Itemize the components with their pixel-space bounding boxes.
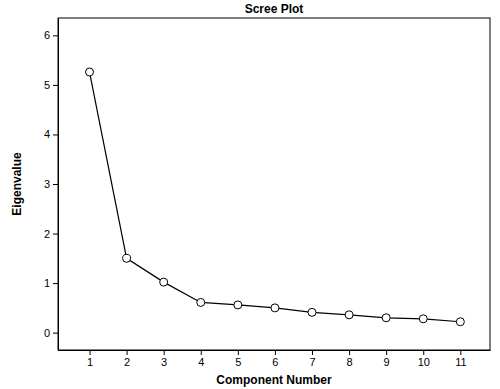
x-tick-mark bbox=[275, 350, 276, 355]
x-tick-mark bbox=[312, 350, 313, 355]
y-tick: 5 bbox=[44, 79, 58, 91]
data-point bbox=[271, 304, 279, 312]
y-tick: 0 bbox=[44, 327, 58, 339]
data-point bbox=[234, 301, 242, 309]
chart: 1 2 3 4 5 6 7 8 9 10 11 0 1 2 3 4 5 6 Scree Plot Component … bbox=[0, 0, 500, 389]
x-tick: 8 bbox=[347, 350, 353, 368]
plot-frame bbox=[58, 18, 490, 350]
x-axis-line bbox=[59, 350, 491, 351]
y-tick: 1 bbox=[44, 277, 58, 289]
x-tick: 5 bbox=[235, 350, 241, 368]
data-point bbox=[308, 308, 316, 316]
y-tick-label: 3 bbox=[44, 178, 50, 190]
x-tick-label: 8 bbox=[347, 356, 353, 368]
x-axis-title: Component Number bbox=[216, 373, 332, 387]
series bbox=[86, 68, 465, 326]
title: Scree Plot bbox=[245, 2, 304, 16]
x-tick-mark bbox=[386, 350, 387, 355]
x-tick: 6 bbox=[272, 350, 278, 368]
x-tick: 10 bbox=[418, 350, 430, 368]
y-tick: 4 bbox=[44, 128, 58, 140]
y-tick-label: 0 bbox=[44, 327, 50, 339]
x-tick-mark bbox=[349, 350, 350, 355]
y-tick-mark bbox=[53, 134, 58, 135]
x-tick: 9 bbox=[384, 350, 390, 368]
data-point bbox=[456, 318, 464, 326]
plot: 1 2 3 4 5 6 7 8 9 10 11 0 1 2 3 4 5 6 bbox=[44, 18, 491, 368]
x-tick-label: 1 bbox=[87, 356, 93, 368]
y-tick-label: 5 bbox=[44, 79, 50, 91]
x-tick-label: 10 bbox=[418, 356, 430, 368]
data-point bbox=[123, 254, 131, 262]
x-tick-mark bbox=[127, 350, 128, 355]
x-tick: 4 bbox=[198, 350, 204, 368]
data-point bbox=[86, 68, 94, 76]
y-tick-label: 4 bbox=[44, 128, 50, 140]
x-tick-mark bbox=[90, 350, 91, 355]
data-point bbox=[382, 314, 390, 322]
y-tick-mark bbox=[53, 35, 58, 36]
y-tick-mark bbox=[53, 184, 58, 185]
data-point bbox=[419, 315, 427, 323]
y-axis: 0 1 2 3 4 5 6 bbox=[44, 19, 59, 351]
x-tick-label: 7 bbox=[309, 356, 315, 368]
y-tick: 2 bbox=[44, 228, 58, 240]
y-tick-label: 2 bbox=[44, 228, 50, 240]
x-tick-label: 6 bbox=[272, 356, 278, 368]
y-tick-mark bbox=[53, 333, 58, 334]
y-tick-label: 6 bbox=[44, 29, 50, 41]
y-tick-mark bbox=[53, 85, 58, 86]
y-tick-mark bbox=[53, 283, 58, 284]
y-tick: 6 bbox=[44, 29, 58, 41]
x-tick: 3 bbox=[161, 350, 167, 368]
x-tick-label: 5 bbox=[235, 356, 241, 368]
x-tick: 1 bbox=[87, 350, 93, 368]
x-tick-mark bbox=[423, 350, 424, 355]
data-point bbox=[160, 278, 168, 286]
x-tick: 11 bbox=[455, 350, 466, 368]
x-tick-label: 9 bbox=[384, 356, 390, 368]
data-point bbox=[345, 311, 353, 319]
data-point bbox=[197, 298, 205, 306]
y-axis-line bbox=[58, 19, 59, 351]
y-tick-mark bbox=[53, 234, 58, 235]
x-tick-mark bbox=[460, 350, 461, 355]
x-tick-label: 11 bbox=[455, 356, 466, 368]
x-axis: 1 2 3 4 5 6 7 8 9 10 11 bbox=[59, 350, 491, 368]
x-tick-mark bbox=[238, 350, 239, 355]
x-tick-mark bbox=[201, 350, 202, 355]
x-tick: 7 bbox=[309, 350, 315, 368]
series-line bbox=[90, 72, 461, 322]
x-tick-label: 4 bbox=[198, 356, 204, 368]
x-tick-mark bbox=[164, 350, 165, 355]
x-tick-label: 3 bbox=[161, 356, 167, 368]
y-tick-label: 1 bbox=[44, 277, 50, 289]
x-tick: 2 bbox=[124, 350, 130, 368]
y-axis-title: Eigenvalue bbox=[10, 152, 24, 216]
y-tick: 3 bbox=[44, 178, 58, 190]
x-tick-label: 2 bbox=[124, 356, 130, 368]
